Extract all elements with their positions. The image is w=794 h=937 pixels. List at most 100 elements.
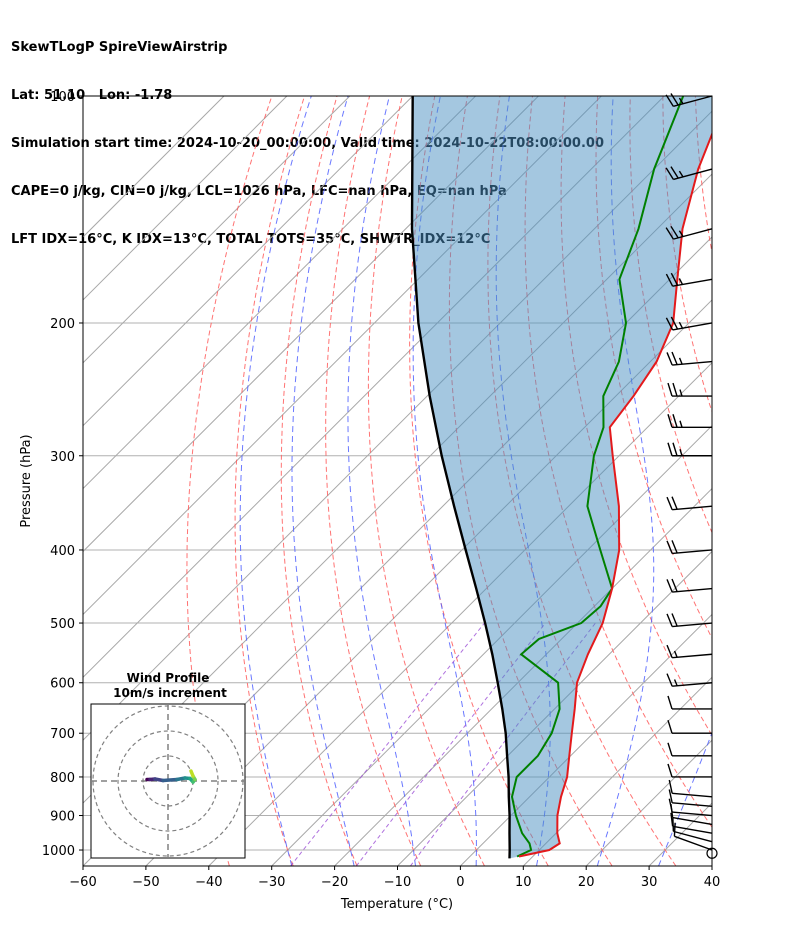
barb-staff — [673, 830, 713, 843]
moist-adiabat — [291, 96, 355, 866]
barb-half-flag — [673, 650, 678, 658]
barb-flag — [666, 352, 673, 366]
barb-staff — [672, 278, 713, 287]
barb-flag — [667, 763, 673, 778]
dry-adiabat — [761, 96, 794, 866]
barb-staff — [672, 549, 713, 555]
barb-flag — [666, 673, 673, 687]
hodograph-title: Wind Profile — [127, 671, 210, 685]
y-tick-label: 1000 — [42, 844, 75, 859]
wind-barb — [665, 272, 713, 287]
isotherm-gridline — [83, 96, 414, 427]
mixing-ratio-line — [290, 622, 485, 866]
wind-barb — [666, 673, 713, 687]
barb-flag — [665, 317, 674, 331]
axes: −60 −50 −40 −30 −20 −10 0 10 20 30 40 100 200 300 400 5… — [42, 90, 720, 890]
barb-flag — [671, 578, 678, 592]
wind-barb — [666, 351, 713, 366]
barb-flag — [670, 225, 679, 239]
barb-flag — [670, 316, 679, 330]
barb-flag — [671, 496, 678, 510]
barb-staff — [672, 505, 713, 511]
y-tick-label: 500 — [50, 617, 75, 632]
isotherm-gridline — [83, 96, 351, 364]
moist-adiabat — [720, 96, 794, 866]
barb-staff — [672, 587, 713, 593]
barb-staff — [672, 622, 713, 628]
wind-barb — [670, 812, 713, 834]
wind-barb — [665, 225, 713, 240]
dry-adiabat — [280, 96, 358, 866]
barb-staff — [674, 835, 713, 851]
wind-barbs — [665, 93, 718, 859]
x-tick-label: −20 — [321, 875, 348, 890]
barb-flag — [671, 351, 678, 365]
wind-barb — [672, 817, 713, 843]
barb-flag — [670, 812, 674, 827]
x-tick-label: 0 — [456, 875, 464, 890]
y-tick-label: 100 — [50, 90, 75, 105]
hodograph-inset: Wind Profile 10m/s increment — [90, 671, 246, 859]
wind-barb — [666, 644, 713, 659]
isotherm-gridline — [83, 96, 225, 238]
barb-staff — [672, 360, 713, 366]
wind-barb — [665, 93, 713, 108]
wind-barb — [667, 414, 712, 428]
wind-barb — [673, 822, 713, 851]
isotherm-gridline — [83, 96, 288, 301]
barb-flag — [666, 579, 673, 593]
temperature-line — [518, 131, 712, 858]
isotherm-gridline — [775, 96, 794, 866]
dewpoint-line — [510, 96, 685, 858]
barb-staff — [673, 168, 713, 181]
wind-barb — [666, 578, 713, 593]
dry-adiabat — [694, 96, 712, 255]
barb-half-flag — [678, 278, 684, 285]
x-tick-label: −10 — [384, 875, 411, 890]
x-tick-label: −50 — [132, 875, 159, 890]
hodograph-segment — [189, 769, 195, 778]
wind-barb — [667, 442, 712, 457]
barb-flag — [666, 540, 673, 554]
wind-barb — [668, 779, 713, 798]
wind-barb — [668, 798, 713, 817]
isotherm-gridline — [271, 424, 712, 866]
dry-adiabat — [367, 96, 485, 866]
barb-half-flag — [679, 389, 683, 397]
barb-flag — [672, 414, 678, 428]
barb-flag — [670, 166, 679, 179]
barb-flag — [666, 496, 673, 510]
barb-flag — [670, 272, 679, 286]
barb-flag — [671, 613, 678, 627]
hodograph-ring — [117, 730, 219, 832]
wind-barb — [667, 720, 712, 734]
wind-barb — [668, 789, 713, 807]
y-tick-label: 700 — [50, 727, 75, 742]
barb-flag — [667, 720, 673, 734]
hodograph-segment — [161, 777, 179, 783]
barb-staff — [672, 322, 713, 331]
wind-barb — [666, 540, 713, 555]
x-axis-label: Temperature (°C) — [340, 897, 453, 912]
barb-flag — [665, 94, 674, 107]
wind-barb — [666, 496, 713, 511]
barb-half-flag — [673, 679, 678, 687]
y-axis-label: Pressure (hPa) — [19, 434, 34, 527]
isotherm-gridline — [522, 676, 712, 866]
barb-staff — [673, 95, 713, 108]
y-tick-label: 300 — [50, 450, 75, 465]
barb-flag — [667, 695, 673, 710]
x-tick-label: 40 — [704, 875, 721, 890]
barb-staff — [672, 682, 713, 687]
moist-adiabat — [412, 96, 477, 866]
mixing-ratio-line — [355, 622, 546, 866]
x-tick-label: −60 — [69, 875, 96, 890]
barb-flag — [666, 613, 673, 627]
barb-flag — [667, 382, 673, 397]
cape-cin-shading — [412, 96, 712, 859]
moist-adiabat — [239, 96, 312, 866]
barb-staff — [672, 792, 713, 798]
y-tick-label: 800 — [50, 771, 75, 786]
x-tick-label: −30 — [258, 875, 285, 890]
